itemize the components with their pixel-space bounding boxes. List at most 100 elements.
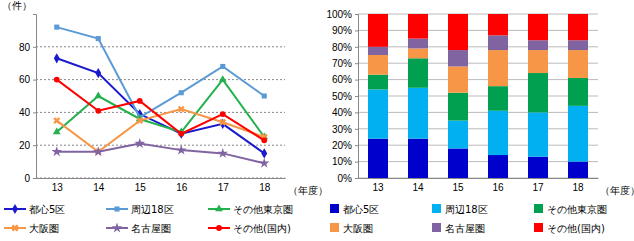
- marker: [176, 104, 186, 114]
- y-tick: 30%: [332, 124, 358, 135]
- x-tick: 13: [52, 178, 64, 193]
- tick-mark: [355, 129, 358, 130]
- bar-series: [368, 14, 588, 50]
- marker: [96, 36, 101, 41]
- bar: [528, 40, 548, 50]
- marker: [94, 92, 102, 99]
- marker: [220, 111, 226, 117]
- bar: [568, 78, 588, 106]
- legend-marker: [10, 223, 20, 233]
- marker: [52, 146, 62, 156]
- x-tick: 15: [135, 178, 147, 193]
- y-axis: 0%10%20%30%40%50%60%70%80%90%100%: [326, 9, 358, 184]
- tick-label: 30%: [332, 124, 352, 135]
- bar: [408, 58, 428, 88]
- tick-mark: [355, 96, 358, 97]
- y-tick: 20%: [332, 140, 358, 151]
- tick-mark: [355, 145, 358, 146]
- plot-area: [368, 14, 588, 178]
- tick-mark: [355, 47, 358, 48]
- axis-line: [33, 15, 37, 179]
- tick-label: 60: [19, 74, 31, 85]
- x-tick: 14: [93, 178, 105, 193]
- marker: [135, 138, 145, 148]
- grid: [36, 47, 285, 178]
- bar: [408, 139, 428, 178]
- line: [57, 109, 265, 152]
- plot-area: [52, 25, 270, 168]
- y-tick: 40%: [332, 107, 358, 118]
- marker: [54, 53, 60, 63]
- marker: [54, 25, 59, 30]
- tick-label: 0: [24, 173, 30, 184]
- tick-label: 18: [259, 182, 271, 193]
- legend-entry: その他東京圏: [534, 204, 607, 215]
- marker: [179, 90, 184, 95]
- marker: [53, 128, 61, 135]
- legend-marker: [215, 205, 223, 212]
- bar: [408, 39, 428, 49]
- legend-swatch: [534, 223, 543, 232]
- grid-line: [358, 96, 598, 97]
- y-tick: 70%: [332, 58, 358, 69]
- tick-label: 20%: [332, 140, 352, 151]
- legend-swatch: [432, 223, 441, 232]
- grid-line: [36, 145, 285, 146]
- legend-entry: 名古屋圏: [106, 222, 171, 234]
- legend-label: 都心5区: [29, 204, 65, 215]
- tick-label: 50%: [332, 91, 352, 102]
- axis-line: [37, 178, 286, 179]
- tick-mark: [33, 145, 36, 146]
- tick-mark: [355, 178, 358, 179]
- bar: [408, 14, 428, 39]
- bar: [368, 14, 388, 47]
- bar: [488, 111, 508, 155]
- legend-marker: [112, 222, 122, 232]
- marker: [176, 145, 186, 155]
- x-tick: 16: [492, 178, 504, 193]
- tick-mark: [355, 162, 358, 163]
- legend-entry: 都心5区: [330, 204, 379, 215]
- legend-entry: 都心5区: [4, 204, 65, 215]
- tick-mark: [33, 178, 36, 179]
- tick-label: 15: [452, 182, 464, 193]
- marker: [93, 146, 103, 156]
- marker: [261, 148, 267, 158]
- grid: [358, 14, 598, 178]
- tick-mark: [355, 80, 358, 81]
- grid-line: [358, 112, 598, 113]
- grid-line: [358, 14, 598, 15]
- marker: [220, 64, 225, 69]
- tick-label: 70%: [332, 58, 352, 69]
- bar: [488, 14, 508, 35]
- y-tick: 0: [24, 173, 36, 184]
- y-tick: 80: [19, 42, 36, 53]
- legend-marker: [12, 204, 18, 214]
- bar: [568, 14, 588, 40]
- grid-line: [358, 128, 598, 129]
- marker: [135, 115, 145, 125]
- marker: [178, 131, 184, 137]
- tick-label: 14: [412, 182, 424, 193]
- tick-label: 0%: [338, 173, 353, 184]
- x-axis-title: （年度）: [288, 185, 328, 196]
- tick-label: 17: [218, 182, 230, 193]
- bar-series: [368, 58, 588, 120]
- legend-entry: その他(国内): [208, 223, 291, 234]
- tick-mark: [355, 112, 358, 113]
- line: [57, 80, 265, 137]
- grid-line: [358, 79, 598, 80]
- bar: [408, 48, 428, 58]
- y-tick: 40: [19, 107, 36, 118]
- bar: [448, 148, 468, 178]
- legend-entry: 大阪圏: [4, 223, 59, 234]
- legend-entry: その他東京圏: [208, 204, 293, 215]
- bar: [528, 73, 548, 112]
- legend-entry: 大阪圏: [330, 223, 373, 234]
- legend-label: 周辺18区: [445, 204, 488, 215]
- grid-line: [36, 178, 285, 179]
- tick-label: 13: [372, 182, 384, 193]
- tick-label: 14: [93, 182, 105, 193]
- y-tick: 20: [19, 140, 36, 151]
- legend-marker: [216, 225, 222, 231]
